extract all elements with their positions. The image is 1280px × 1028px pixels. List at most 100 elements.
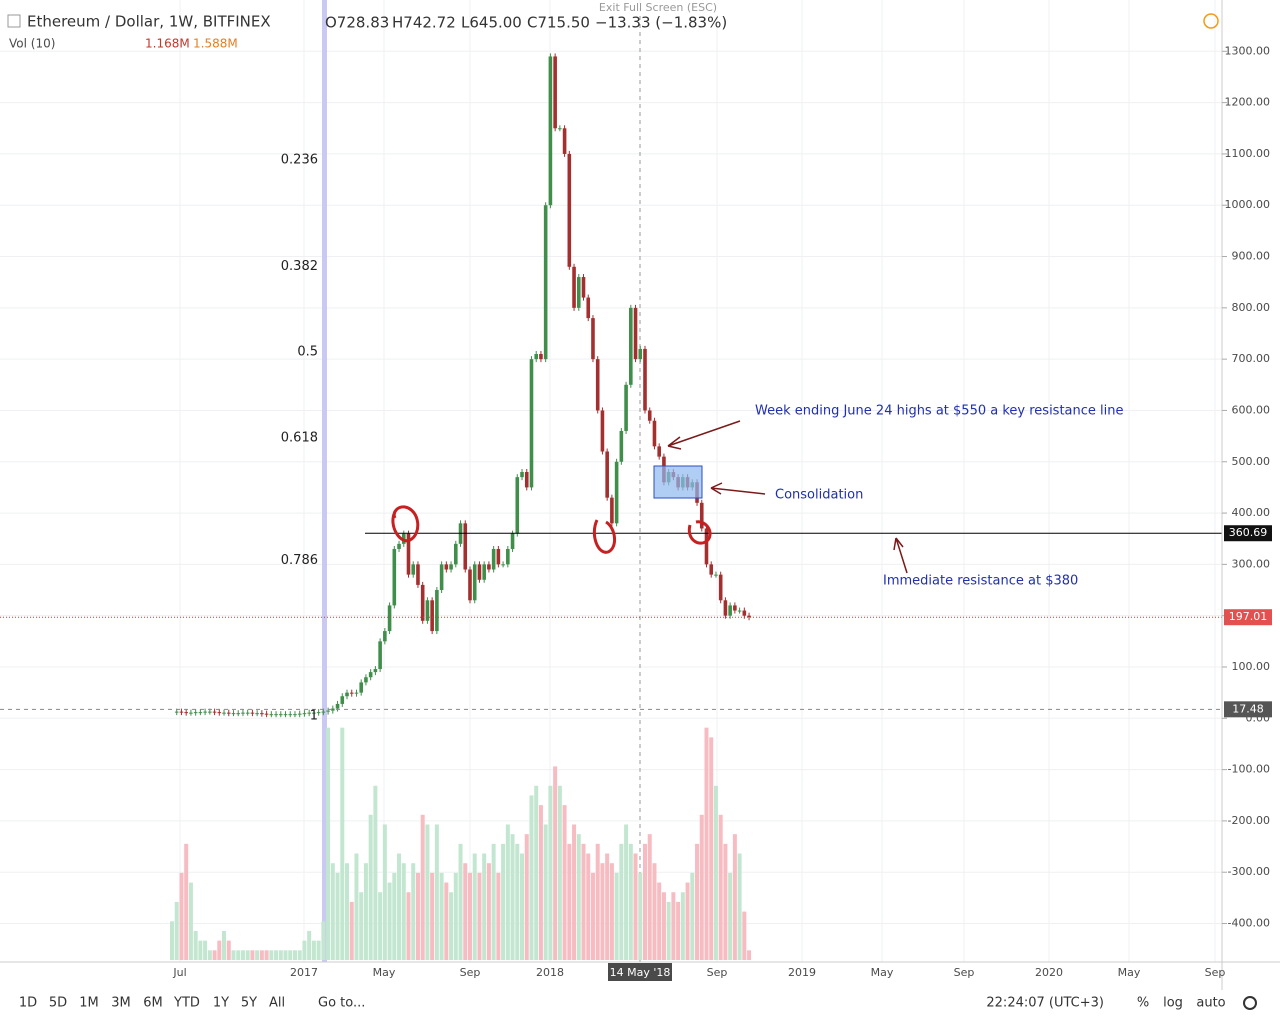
exit-fullscreen[interactable] (586, 0, 732, 15)
volume-bar (335, 872, 340, 960)
candle-body (747, 615, 751, 618)
goto-button[interactable]: Go to... (318, 996, 365, 1011)
volume-bar (704, 727, 709, 960)
volume-bar (614, 872, 619, 960)
range-button[interactable]: 6M (143, 996, 163, 1011)
range-button[interactable]: 5D (49, 996, 67, 1011)
volume-bar (326, 727, 331, 960)
volume-bar (411, 863, 416, 960)
range-button[interactable]: 1D (19, 996, 37, 1011)
clock: 22:24:07 (UTC+3) (986, 996, 1104, 1011)
candle-body (553, 56, 557, 129)
settings-icon[interactable] (1243, 996, 1257, 1010)
candle-body (614, 461, 619, 524)
volume-bar (193, 930, 198, 960)
candle-body (198, 712, 203, 714)
volume-bar (685, 882, 690, 960)
range-button[interactable]: YTD (173, 996, 200, 1011)
volume-bar (207, 950, 212, 960)
volume-bar (482, 853, 487, 960)
candle-body (283, 714, 288, 716)
range-button[interactable]: 5Y (241, 996, 257, 1011)
volume-bar (496, 872, 501, 960)
volume-bar (572, 824, 577, 960)
candle-body (487, 564, 491, 570)
candle-body (733, 605, 737, 611)
exit-fullscreen-label[interactable]: Exit Full Screen (ESC) (599, 1, 717, 14)
volume-bar (628, 843, 633, 960)
y-tick-label: 300.00 (1232, 557, 1271, 570)
volume-bar (226, 940, 231, 960)
candle-body (179, 711, 184, 713)
volume-bar (567, 843, 572, 960)
candle-body (524, 472, 529, 488)
volume-bar (307, 930, 312, 960)
candle-body (212, 711, 217, 713)
candle-body (193, 712, 198, 714)
volume-bar (732, 834, 737, 960)
symbol-title: Ethereum / Dollar, 1W, BITFINEX (27, 13, 271, 31)
volume-bar (425, 824, 430, 960)
alert-icon[interactable] (1203, 13, 1219, 29)
candle-body (383, 631, 387, 642)
candle-body (534, 354, 539, 360)
candle-body (472, 564, 477, 601)
x-tick-label: Sep (1205, 966, 1226, 979)
volume-bar (458, 843, 463, 960)
x-tick-label: 14 May '18 (610, 966, 671, 979)
volume-bar (274, 950, 279, 960)
x-tick-label: Sep (707, 966, 728, 979)
volume-bar (359, 892, 364, 960)
candle-body (222, 712, 226, 714)
candle-body (208, 711, 212, 713)
volume-bar (477, 872, 482, 960)
candle-body (184, 712, 188, 714)
collapse-icon[interactable] (7, 14, 21, 28)
arrow (893, 537, 908, 574)
volume-bar (472, 853, 477, 960)
candle-body (501, 564, 505, 566)
candle-body (435, 590, 439, 632)
volume-value: 1.588M (193, 37, 238, 51)
range-button[interactable]: 3M (111, 996, 131, 1011)
candle-body (629, 307, 633, 385)
volume-bar (619, 843, 624, 960)
candle-body (397, 543, 401, 549)
candle-body (699, 502, 704, 529)
candle-body (331, 708, 335, 711)
candle-body (591, 318, 595, 360)
annotation: Immediate resistance at $380 (883, 574, 1078, 589)
volume-bar (302, 940, 307, 960)
volume-name: Vol (10) (9, 37, 55, 51)
range-button[interactable]: 1M (79, 996, 99, 1011)
candle-body (293, 714, 297, 716)
annotation: Week ending June 24 highs at $550 a key … (755, 404, 1124, 419)
y-tick-label: 1200.00 (1225, 96, 1271, 109)
circle-mark (687, 520, 712, 545)
candle-body (704, 528, 709, 565)
volume-bar (434, 824, 439, 960)
volume-bar (609, 863, 614, 960)
scale-option[interactable]: % (1137, 996, 1149, 1011)
volume-bar (562, 805, 567, 960)
scale-option[interactable]: auto (1196, 996, 1225, 1011)
volume-bar (354, 853, 359, 960)
range-button[interactable]: 1Y (213, 996, 229, 1011)
volume-bar (633, 853, 638, 960)
scale-option[interactable]: log (1163, 996, 1183, 1011)
candle-body (189, 712, 193, 714)
candle-body (297, 713, 302, 715)
range-button[interactable]: All (269, 996, 285, 1011)
volume-bar (543, 824, 548, 960)
candle-body (510, 533, 515, 549)
x-tick-label: May (1118, 966, 1141, 979)
candle-body (217, 712, 222, 714)
volume-bar (444, 882, 449, 960)
volume-bar (349, 901, 354, 960)
volume-bar (373, 785, 378, 960)
ohlc: C715.50 (527, 14, 590, 32)
y-tick-label: 500.00 (1232, 455, 1271, 468)
candle-body (307, 712, 311, 714)
candle-body (255, 713, 259, 715)
consolidation-box (653, 465, 703, 499)
